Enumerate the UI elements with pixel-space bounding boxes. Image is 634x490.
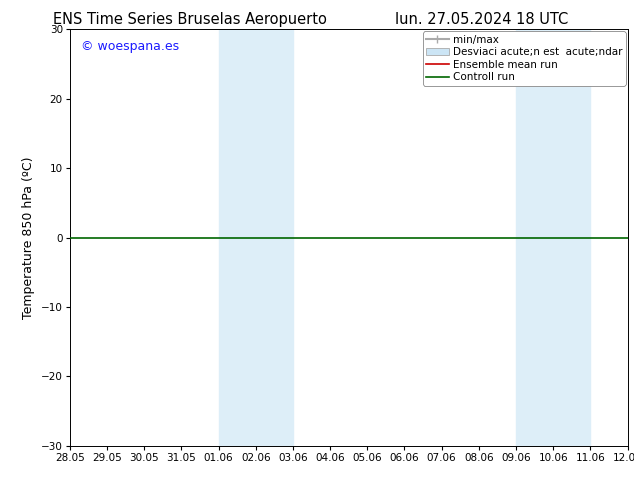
Bar <box>516 29 590 446</box>
Legend: min/max, Desviaci acute;n est  acute;ndar, Ensemble mean run, Controll run: min/max, Desviaci acute;n est acute;ndar… <box>423 31 626 86</box>
Y-axis label: Temperature 850 hPa (ºC): Temperature 850 hPa (ºC) <box>22 156 36 319</box>
Text: ENS Time Series Bruselas Aeropuerto: ENS Time Series Bruselas Aeropuerto <box>53 12 327 27</box>
Text: lun. 27.05.2024 18 UTC: lun. 27.05.2024 18 UTC <box>395 12 569 27</box>
Bar <box>219 29 293 446</box>
Text: © woespana.es: © woespana.es <box>81 40 179 53</box>
